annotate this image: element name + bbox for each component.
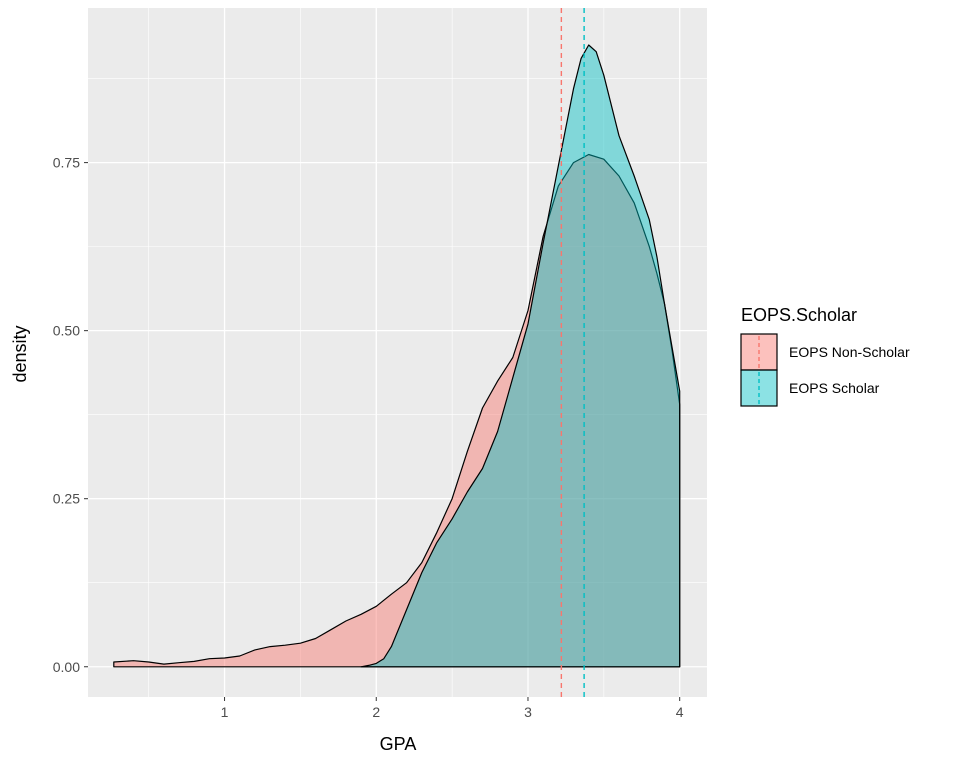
y-axis-title: density bbox=[10, 325, 30, 382]
x-tick-label: 3 bbox=[524, 704, 532, 720]
legend: EOPS.Scholar EOPS Non-Scholar EOPS Schola… bbox=[740, 305, 910, 407]
x-axis-title: GPA bbox=[380, 734, 417, 754]
x-tick-label: 2 bbox=[372, 704, 380, 720]
y-tick-label: 0.75 bbox=[53, 155, 80, 171]
legend-title: EOPS.Scholar bbox=[741, 305, 857, 325]
x-tick-label: 1 bbox=[221, 704, 229, 720]
y-tick-label: 0.50 bbox=[53, 323, 80, 339]
major-gridlines bbox=[88, 8, 707, 697]
y-tick-label: 0.00 bbox=[53, 659, 80, 675]
minor-gridlines bbox=[88, 8, 707, 697]
mean-lines bbox=[560, 8, 585, 697]
legend-label: EOPS Non-Scholar bbox=[789, 344, 910, 360]
density-area-non-scholar bbox=[113, 153, 681, 668]
legend-label: EOPS Scholar bbox=[789, 380, 880, 396]
x-axis-ticks: 1 2 3 4 bbox=[221, 697, 684, 720]
x-tick-label: 4 bbox=[676, 704, 684, 720]
legend-keys: EOPS Non-Scholar EOPS Scholar bbox=[740, 333, 910, 407]
y-tick-label: 0.25 bbox=[53, 491, 80, 507]
density-area-scholar bbox=[360, 44, 681, 668]
density-areas bbox=[113, 44, 681, 668]
y-axis-ticks: 0.00 0.25 0.50 0.75 bbox=[53, 155, 88, 675]
